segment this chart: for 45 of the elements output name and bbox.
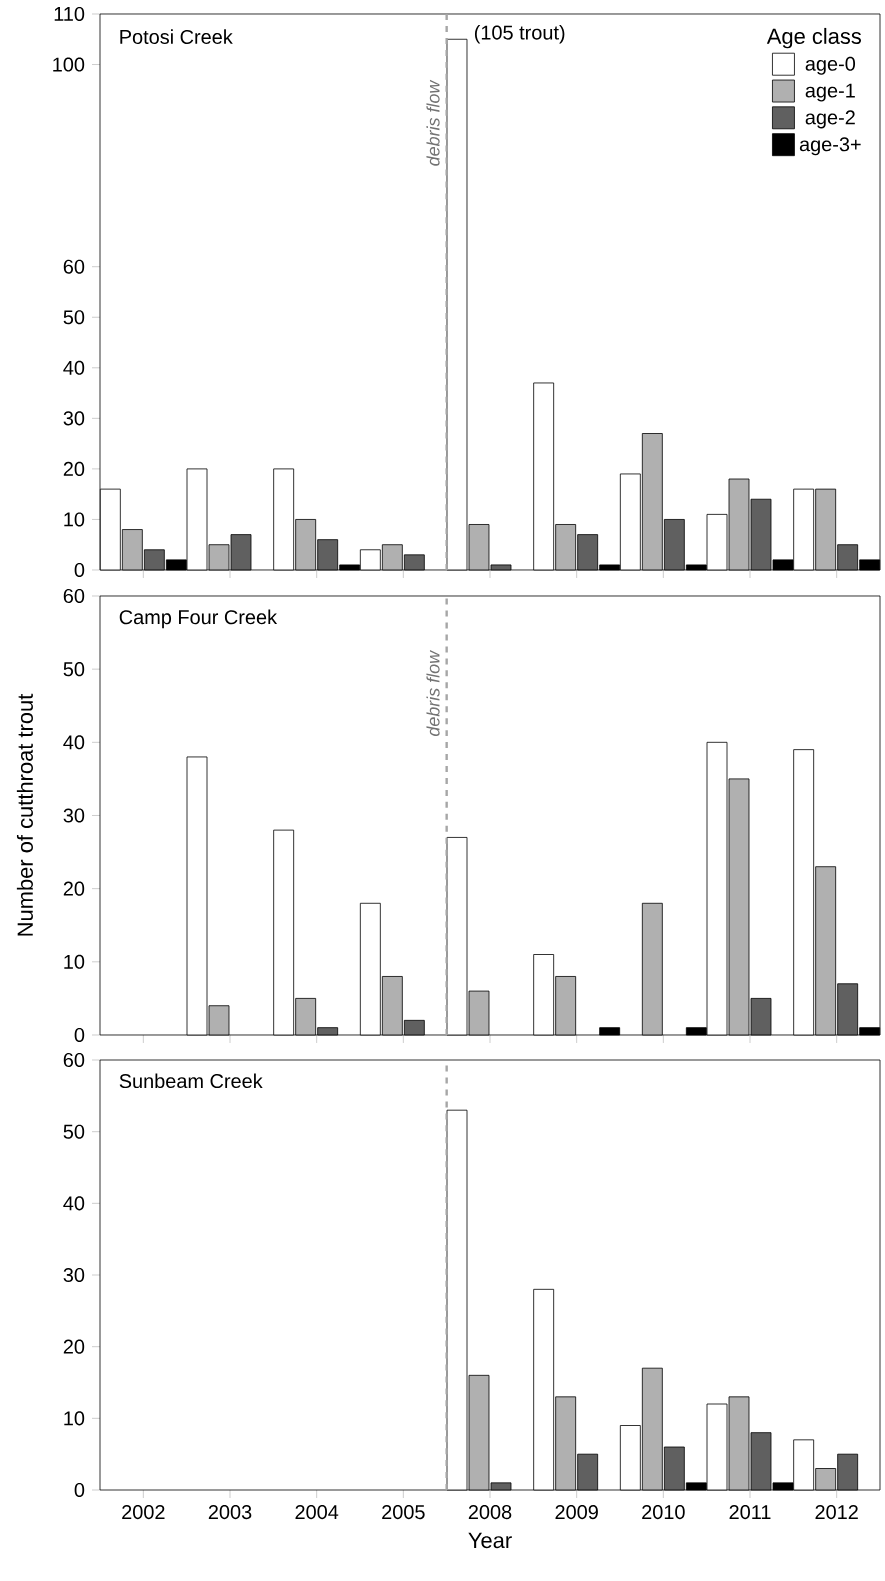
x-tick-label: 2011 [729,1505,771,1520]
text: Camp Four Creek [119,609,278,629]
text: Sunbeam Creek [119,1073,263,1089]
y-tick-label: 0 [74,1482,85,1498]
y-tick-label: 40 [63,1196,85,1211]
legend-label: age-3+ [799,137,861,156]
x-tick-label: 2005 [382,1505,425,1520]
y-tick-label: 30 [63,411,85,426]
y-tick-label: 50 [63,662,85,677]
x-axis-title: Year [468,1532,512,1549]
y-axis-title: Number of cutthroat trout [16,693,33,936]
legend-label: age-1 [805,83,855,102]
annotation: debris flow [426,650,440,737]
x-tick-label: 2009 [555,1505,598,1520]
y-tick-label: 50 [63,1124,85,1139]
y-tick-label: 100 [53,57,85,72]
y-tick-label: 10 [64,954,85,969]
y-tick-label: 0 [74,1027,85,1043]
y-tick-label: 10 [64,1411,85,1426]
y-tick-label: 60 [63,259,85,274]
legend-label: age-0 [805,56,856,75]
y-tick-label: 40 [63,735,85,750]
x-tick-label: 2012 [815,1505,858,1520]
text: Potosi Creek [120,29,233,44]
x-tick-label: 2008 [468,1505,512,1520]
y-tick-label: 20 [63,1339,85,1354]
x-tick-label: 2003 [208,1505,252,1520]
x-tick-label: 2002 [122,1505,165,1520]
y-tick-label: 110 [54,6,85,22]
y-tick-label: 40 [63,360,85,375]
y-tick-label: 20 [63,881,85,896]
y-tick-label: 20 [63,461,85,476]
annotation: debris flow [426,79,440,166]
y-tick-label: 30 [63,808,85,823]
x-tick-label: 2010 [642,1505,685,1520]
legend-label: age-2 [805,110,855,129]
y-tick-label: 30 [63,1267,85,1283]
x-tick-label: 2004 [295,1505,339,1520]
legend-title: Age class [766,27,862,49]
y-tick-label: 10 [64,512,85,527]
y-tick-label: 60 [63,588,85,604]
y-tick-label: 0 [74,562,85,578]
y-tick-label: 50 [63,310,85,325]
annotation: (105 trout) [474,25,565,44]
y-tick-label: 60 [63,1052,85,1068]
